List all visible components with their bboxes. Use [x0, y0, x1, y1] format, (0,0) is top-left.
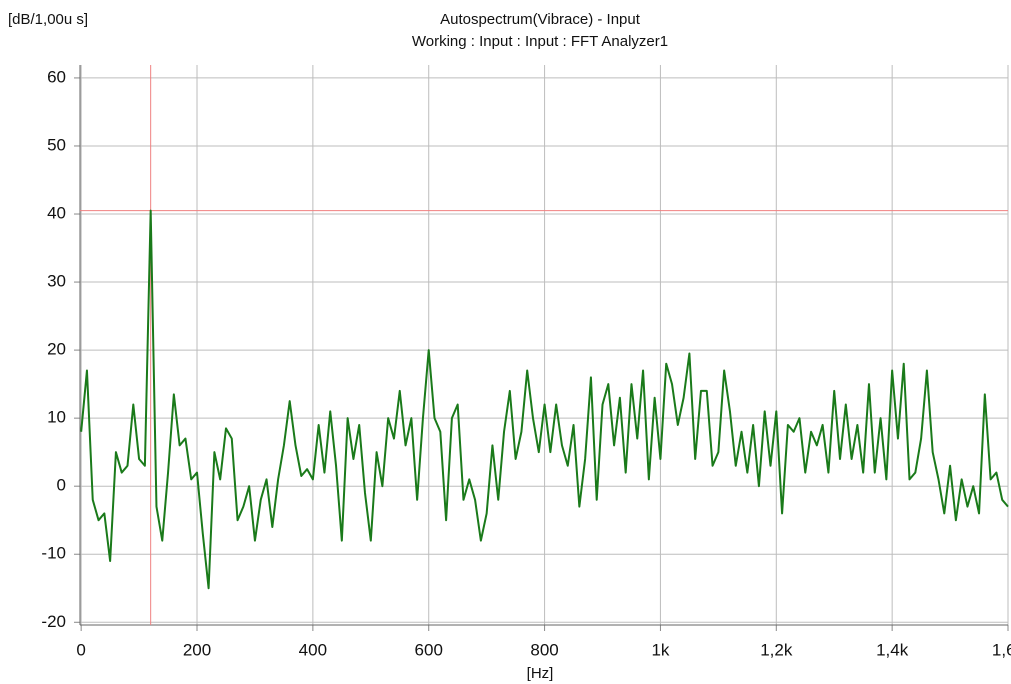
x-tick-label: 400: [299, 640, 327, 659]
x-tick-label: 0: [76, 640, 85, 659]
y-axis-label: [dB/1,00u s]: [8, 11, 88, 28]
series-line: [80, 209, 1009, 590]
y-tick-label: 30: [47, 272, 66, 291]
y-tick-label: -20: [41, 612, 66, 631]
x-tick-label: 1,2k: [760, 640, 793, 659]
x-axis-label: [Hz]: [527, 665, 554, 682]
y-tick-label: 10: [47, 408, 66, 427]
chart-title: Autospectrum(Vibrace) - Input: [440, 11, 641, 28]
x-tick-label: 600: [415, 640, 443, 659]
x-tick-label: 1,4k: [876, 640, 909, 659]
x-tick-label: 800: [530, 640, 558, 659]
y-tick-label: 60: [47, 67, 66, 86]
y-tick-label: 0: [57, 476, 66, 495]
x-tick-label: 1,6k: [992, 640, 1011, 659]
chart-subtitle: Working : Input : Input : FFT Analyzer1: [412, 33, 668, 50]
y-tick-label: -10: [41, 544, 66, 563]
y-tick-label: 50: [47, 135, 66, 154]
x-tick-label: 1k: [651, 640, 669, 659]
y-tick-label: 20: [47, 340, 66, 359]
y-tick-label: 40: [47, 204, 66, 223]
x-tick-label: 200: [183, 640, 211, 659]
